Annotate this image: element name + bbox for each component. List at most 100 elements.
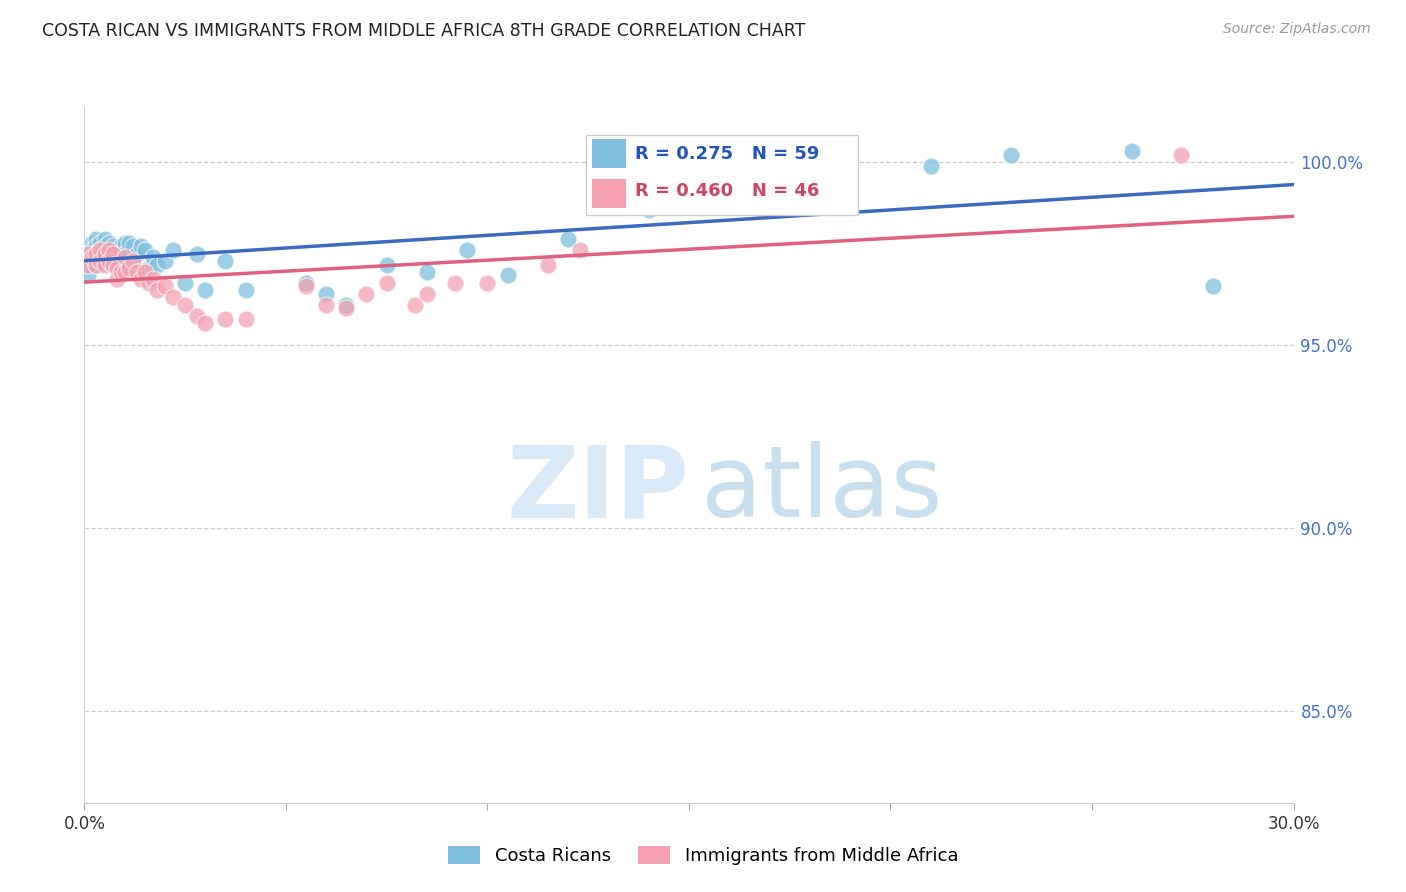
Point [153,253,176,268]
Point [118,261,141,276]
FancyBboxPatch shape [586,135,858,215]
Point [142,250,165,264]
Point [77,246,100,260]
Point [496,268,519,283]
Point [82,243,104,257]
Point [174,276,197,290]
Point [86,239,108,253]
Text: atlas: atlas [702,442,942,538]
Point [105,272,128,286]
Point [537,258,560,272]
Point [89,235,111,250]
Point [114,235,136,250]
Point [444,276,467,290]
Point [110,239,132,253]
Point [146,258,169,272]
Point [416,265,439,279]
Point [146,283,169,297]
Point [138,276,160,290]
Point [89,250,111,264]
Text: R = 0.460   N = 46: R = 0.460 N = 46 [634,182,818,200]
Point [557,232,579,246]
Point [110,246,132,260]
Point [186,246,208,260]
Point [186,309,208,323]
Point [920,159,942,173]
Point [89,243,111,257]
Point [77,268,100,283]
Point [569,243,592,257]
Point [86,258,108,272]
Point [89,253,111,268]
Point [82,253,104,268]
Point [404,298,426,312]
Point [101,239,124,253]
Point [839,159,862,173]
Point [105,250,128,264]
Point [134,243,156,257]
Point [194,316,217,330]
Point [97,235,120,250]
Point [295,279,318,293]
Point [77,258,100,272]
Point [105,243,128,257]
Point [82,250,104,264]
Point [194,283,217,297]
Point [114,246,136,260]
Point [86,258,108,272]
Point [134,265,156,279]
Point [93,246,115,260]
Point [1202,279,1225,293]
Point [97,253,120,268]
Text: COSTA RICAN VS IMMIGRANTS FROM MIDDLE AFRICA 8TH GRADE CORRELATION CHART: COSTA RICAN VS IMMIGRANTS FROM MIDDLE AF… [42,22,806,40]
Legend: Costa Ricans, Immigrants from Middle Africa: Costa Ricans, Immigrants from Middle Afr… [439,837,967,874]
Point [315,298,337,312]
Text: ZIP: ZIP [506,442,689,538]
Point [105,261,128,276]
Point [97,253,120,268]
Point [86,246,108,260]
Point [77,258,100,272]
Point [82,235,104,250]
Point [142,272,165,286]
Point [101,246,124,260]
Point [86,246,108,260]
Point [97,243,120,257]
Point [162,290,184,304]
Point [637,202,659,217]
Point [718,192,741,206]
Point [162,243,184,257]
Point [121,239,143,253]
Point [416,286,439,301]
Point [93,246,115,260]
Point [153,279,176,293]
Point [129,272,152,286]
Text: Source: ZipAtlas.com: Source: ZipAtlas.com [1223,22,1371,37]
Point [751,202,773,217]
Point [86,232,108,246]
Point [101,246,124,260]
Point [138,261,160,276]
Bar [592,139,626,169]
Point [114,250,136,264]
Point [110,265,132,279]
Point [101,258,124,272]
Point [335,301,357,316]
Point [174,298,197,312]
Point [125,265,148,279]
Point [477,276,499,290]
Point [456,243,478,257]
Point [214,312,236,326]
Point [97,243,120,257]
Point [375,258,398,272]
Point [315,286,337,301]
Point [356,286,378,301]
Point [114,265,136,279]
Point [93,232,115,246]
Point [235,283,257,297]
Point [101,253,124,268]
Point [335,298,357,312]
Point [235,312,257,326]
Point [89,243,111,257]
Point [129,239,152,253]
